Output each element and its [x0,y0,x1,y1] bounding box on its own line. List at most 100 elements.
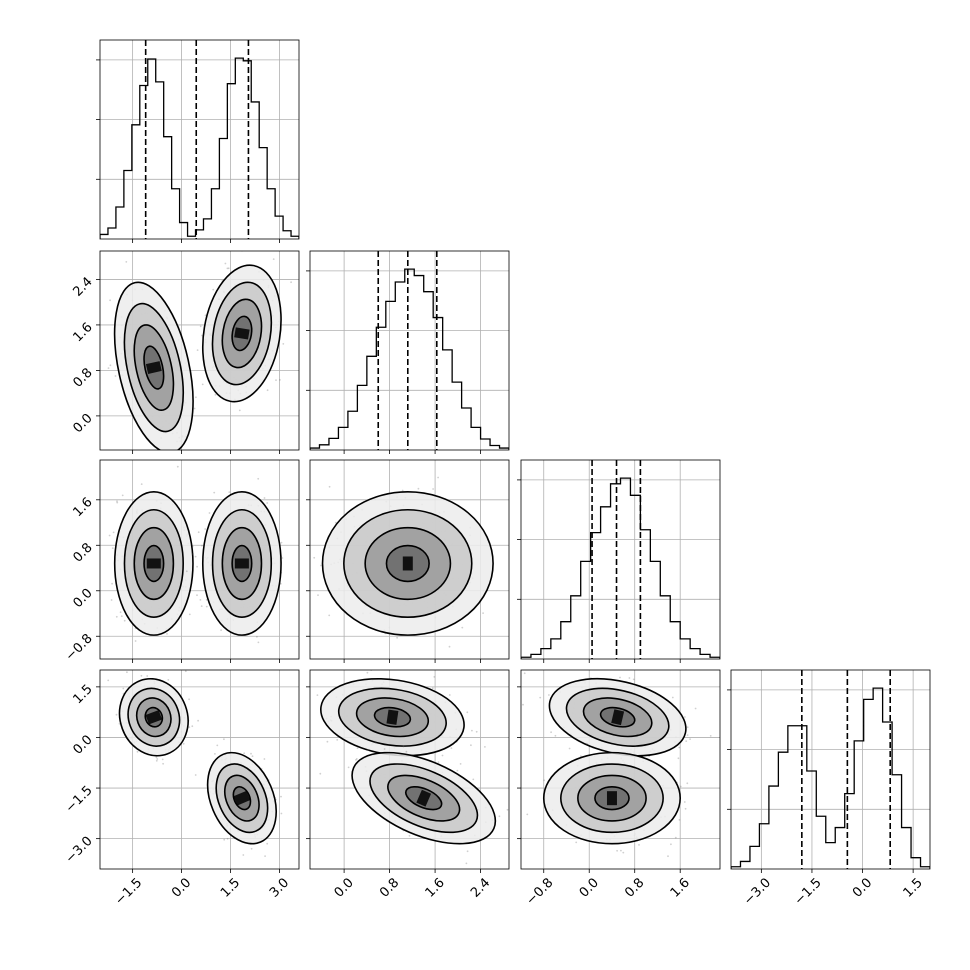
histogram-step [731,687,930,869]
histogram-panel-2 [517,459,721,663]
y-tick-label: 1.6 [70,495,95,520]
panel-frame [99,459,300,660]
y-tick-label: −0.8 [63,631,96,664]
contour-line [143,345,165,390]
x-tick-label: 1.5 [218,875,243,900]
x-tick-label: 0.0 [850,875,875,900]
contour-line [223,774,260,822]
contour-line [215,763,269,834]
contour-line [133,526,175,601]
density-panel-0-1 [96,250,300,454]
density-peak [402,556,413,571]
contour-line [343,508,473,619]
x-tick-label: 0.0 [577,875,602,900]
contour-line [321,491,494,636]
contour-line [211,508,273,619]
contour-line [211,281,273,386]
gridlines [731,670,930,869]
contour-line [232,785,252,811]
histogram-step [521,477,720,659]
contour-line [123,302,184,433]
contour-line [599,706,636,728]
contour-line [113,281,194,450]
panel-frame [99,39,300,240]
y-tick-label: 1.6 [70,320,95,345]
contour-line [231,315,253,352]
x-tick-label: −0.8 [524,875,557,908]
contour-line [133,324,175,411]
contour-line [113,491,194,636]
panel-frame [520,669,721,870]
contour-line [594,785,630,811]
gridlines [310,251,509,450]
histogram-step [100,57,299,239]
panel-frame [99,250,300,451]
contour-line [127,687,181,747]
contour-line [387,774,461,822]
density-peak [145,710,163,725]
gridlines [521,460,720,659]
x-tick-label: 0.0 [332,875,357,900]
y-tick-label: 0.0 [70,586,95,611]
y-tick-label: 0.8 [70,540,95,565]
panel-frame [99,669,300,870]
contour-line [206,751,277,845]
contour-line [144,706,164,728]
density-peak [416,789,432,807]
contour-line [351,751,497,845]
contour-line [337,687,447,747]
contour-line [221,298,263,369]
contour-line [221,526,263,601]
contour-line [201,491,282,636]
x-tick-label: 1.5 [901,875,926,900]
contour-line [123,508,184,619]
density-panel-2-3 [517,669,721,873]
density-peak [386,709,399,725]
panel-frame [309,459,510,660]
x-tick-label: −3.0 [741,875,774,908]
density-panel-0-2 [96,459,300,663]
contour-line [369,763,479,834]
x-tick-label: 1.6 [668,875,693,900]
contour-line [582,697,653,738]
y-tick-label: −3.0 [63,834,96,867]
y-tick-label: 1.5 [70,682,95,707]
x-tick-label: 3.0 [267,875,292,900]
contour-line [355,697,430,738]
x-tick-label: 0.8 [622,875,647,900]
density-panel-1-2 [306,459,510,663]
y-tick-label: 0.0 [70,733,95,758]
x-tick-label: −1.5 [112,875,145,908]
density-panel-0-3 [96,669,300,873]
density-peak [606,791,617,806]
contour-line [385,544,430,583]
histogram-panel-1 [306,250,510,454]
y-tick-label: 0.8 [70,365,95,390]
density-peak [146,558,161,569]
panel-frame [520,459,721,660]
contour-line [364,526,452,601]
x-tick-label: −1.5 [792,875,825,908]
y-tick-label: 0.0 [70,411,95,436]
density-peak [145,361,162,374]
gridlines [100,40,299,239]
contour-line [231,544,253,583]
histogram-panel-0 [96,39,300,243]
y-tick-label: 2.4 [70,274,95,299]
contour-line [577,774,647,822]
contour-line [373,706,412,728]
density-peak [233,790,251,806]
contour-line [201,264,282,403]
contour-line [565,687,670,747]
panel-frame [309,250,510,451]
histogram-panel-3 [727,669,931,873]
contour-line [559,763,664,834]
contour-line [143,544,165,583]
density-peak [234,327,250,340]
panel-frame [309,669,510,870]
x-tick-label: 0.8 [377,875,402,900]
density-peak [234,558,249,569]
corner-panels [96,39,931,873]
contour-line [118,677,189,757]
